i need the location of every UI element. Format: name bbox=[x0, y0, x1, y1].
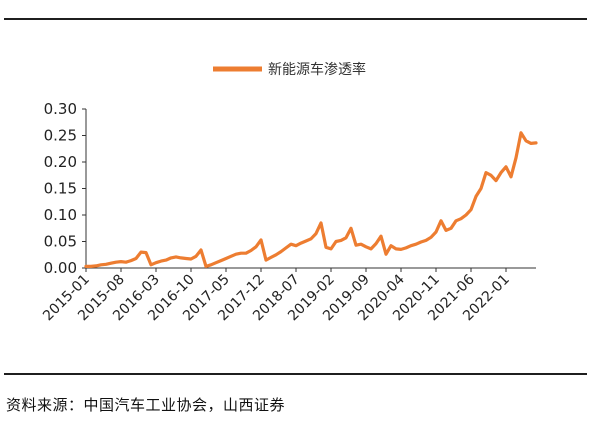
y-tick-label: 0.30 bbox=[44, 100, 77, 118]
y-axis-ticks: 0.00 0.05 0.10 0.15 0.20 0.25 0.30 bbox=[44, 100, 86, 277]
y-tick-label: 0.25 bbox=[44, 127, 77, 145]
top-rule bbox=[4, 18, 587, 20]
y-tick-label: 0.15 bbox=[44, 180, 77, 198]
legend: 新能源车渗透率 bbox=[213, 61, 366, 78]
x-axis-ticks: 2015-012015-082016-032016-102017-052017-… bbox=[40, 268, 513, 324]
line-chart: 新能源车渗透率 0.00 0.05 0.10 0.15 0.20 0.25 0.30 201… bbox=[40, 61, 538, 324]
axes bbox=[85, 109, 536, 269]
bottom-rule bbox=[4, 373, 587, 375]
y-tick-label: 0.10 bbox=[44, 206, 77, 224]
source-note: 资料来源：中国汽车工业协会，山西证券 bbox=[6, 396, 286, 414]
legend-label: 新能源车渗透率 bbox=[268, 61, 366, 78]
y-tick-label: 0.05 bbox=[44, 233, 77, 251]
y-tick-label: 0.00 bbox=[44, 259, 77, 277]
series-line-penetration-rate bbox=[84, 131, 538, 268]
y-tick-label: 0.20 bbox=[44, 153, 77, 171]
